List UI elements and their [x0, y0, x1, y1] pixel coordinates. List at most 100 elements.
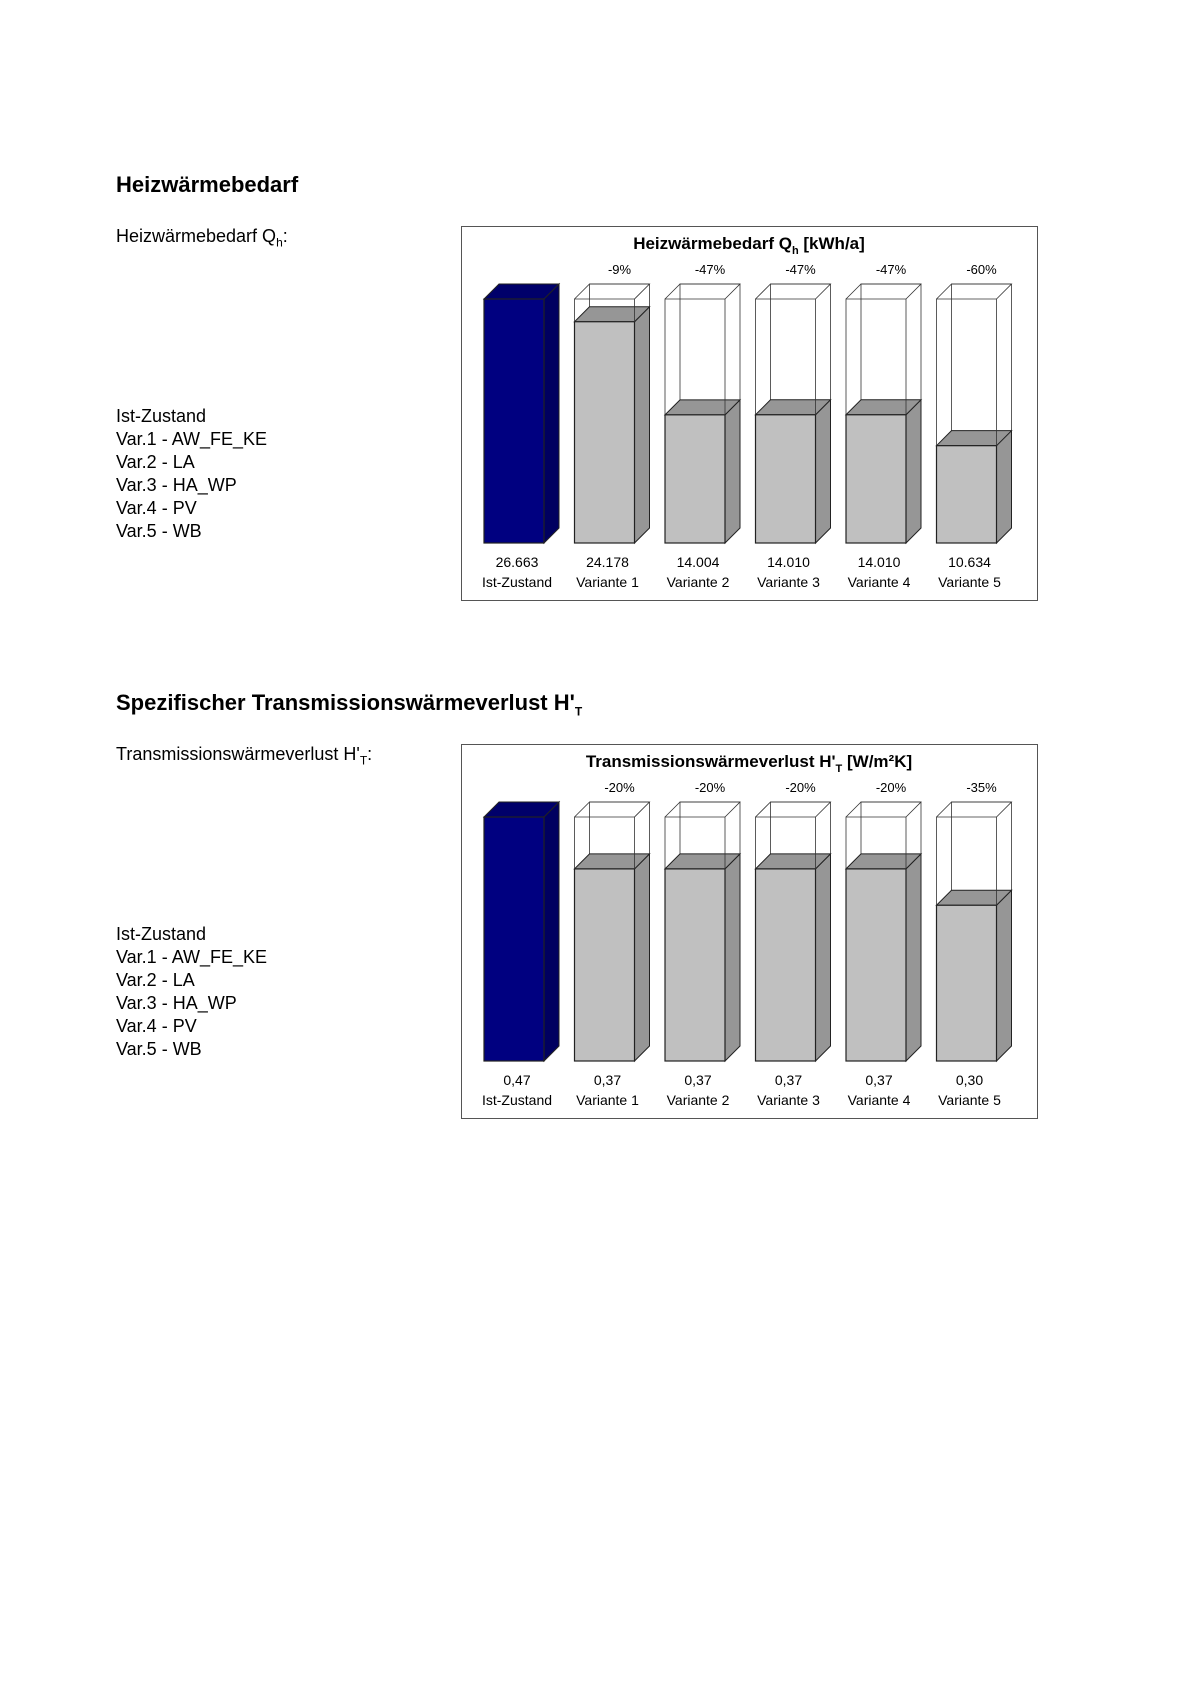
reference-outline [664, 816, 726, 869]
value-label: 0,30 [956, 1072, 983, 1088]
change-label: -35% [966, 780, 997, 795]
category-label: Variante 5 [938, 1092, 1001, 1108]
legend-item: Var.5 - WB [116, 1039, 202, 1059]
value-label: 0,37 [594, 1072, 621, 1088]
variant-legend-2: Ist-Zustand Var.1 - AW_FE_KE Var.2 - LA … [116, 923, 267, 1061]
section-heading-heizwaermebedarf: Heizwärmebedarf [116, 172, 299, 197]
legend-item: Var.3 - HA_WP [116, 475, 237, 495]
category-label: Variante 3 [757, 574, 820, 590]
bar-side [996, 889, 1012, 1063]
reference-outline [574, 298, 635, 322]
bar-side [996, 429, 1012, 545]
category-label: Variante 2 [667, 1092, 730, 1108]
reference-outline [755, 283, 832, 300]
category-label: Variante 5 [938, 574, 1001, 590]
change-label: -60% [966, 262, 997, 277]
chart-title: Heizwärmebedarf Qh [kWh/a] [633, 234, 865, 257]
bar-side [724, 398, 741, 545]
reference-outline [664, 801, 741, 818]
category-label: Variante 1 [576, 1092, 639, 1108]
change-label: -20% [876, 780, 907, 795]
bar-variante-2 [664, 414, 726, 544]
legend-item: Ist-Zustand [116, 406, 207, 426]
value-label: 0,37 [865, 1072, 892, 1088]
bar-side [634, 852, 650, 1063]
legend-item: Var.2 - LA [116, 970, 195, 990]
bar-variante-3 [754, 868, 817, 1062]
chart-transmission: Transmissionswärmeverlust H'T [W/m²K] 0,4… [461, 744, 1038, 1119]
bar-ist-zustand [483, 298, 545, 544]
bar-side [543, 800, 560, 1063]
variant-legend-1: Ist-Zustand Var.1 - AW_FE_KE Var.2 - LA … [116, 405, 267, 543]
reference-outline [936, 816, 997, 906]
reference-outline [755, 298, 816, 415]
category-label: Variante 1 [576, 574, 639, 590]
bar-variante-2 [664, 868, 726, 1062]
reference-outline [936, 298, 997, 446]
bar-side [634, 305, 650, 545]
bar-variante-3 [754, 414, 817, 544]
section-heading-transmission: Spezifischer Transmissionswärmeverlust H… [116, 690, 583, 719]
value-label: 26.663 [496, 554, 539, 570]
reference-outline [845, 298, 907, 415]
category-label: Ist-Zustand [482, 1092, 552, 1108]
change-label: -47% [695, 262, 726, 277]
chart-title: Transmissionswärmeverlust H'T [W/m²K] [586, 752, 912, 775]
value-label: 0,37 [684, 1072, 711, 1088]
category-label: Variante 4 [848, 574, 911, 590]
reference-outline [664, 283, 741, 300]
qh-label: Heizwärmebedarf Qh: [116, 226, 288, 250]
legend-item: Var.1 - AW_FE_KE [116, 429, 268, 449]
legend-item: Var.1 - AW_FE_KE [116, 947, 268, 967]
category-label: Variante 4 [848, 1092, 911, 1108]
bar-side [815, 398, 831, 545]
value-label: 24.178 [586, 554, 629, 570]
change-label: -47% [876, 262, 907, 277]
bar-variante-5 [935, 445, 998, 544]
bar-variante-5 [935, 904, 998, 1062]
reference-outline [574, 801, 651, 818]
bar-variante-4 [845, 868, 907, 1062]
legend-item: Var.4 - PV [116, 1016, 197, 1036]
bar-side [724, 852, 741, 1063]
change-label: -9% [608, 262, 632, 277]
change-label: -20% [785, 780, 816, 795]
ht-label: Transmissionswärmeverlust H'T: [116, 744, 373, 768]
chart-heizwaermebedarf: Heizwärmebedarf Qh [kWh/a] 26.663 Ist-Zust… [461, 226, 1038, 601]
value-label: 14.010 [767, 554, 810, 570]
bar-variante-1 [573, 868, 636, 1062]
change-label: -20% [695, 780, 726, 795]
legend-item: Ist-Zustand [116, 924, 207, 944]
legend-item: Var.5 - WB [116, 521, 202, 541]
legend-item: Var.3 - HA_WP [116, 993, 237, 1013]
bar-side [905, 852, 922, 1063]
change-label: -20% [604, 780, 635, 795]
reference-outline [936, 801, 1013, 818]
category-label: Variante 2 [667, 574, 730, 590]
reference-outline [845, 801, 922, 818]
reference-outline [845, 816, 907, 869]
value-label: 14.010 [858, 554, 901, 570]
bar-ist-zustand [483, 816, 545, 1062]
value-label: 10.634 [948, 554, 991, 570]
bar-side [905, 398, 922, 545]
legend-item: Var.2 - LA [116, 452, 195, 472]
bar-side [815, 852, 831, 1063]
reference-outline [664, 298, 726, 415]
bar-variante-4 [845, 414, 907, 544]
legend-item: Var.4 - PV [116, 498, 197, 518]
reference-outline [755, 816, 816, 869]
bar-variante-1 [573, 321, 636, 544]
category-label: Ist-Zustand [482, 574, 552, 590]
reference-outline [936, 283, 1013, 300]
reference-outline [845, 283, 922, 300]
reference-outline [574, 816, 635, 869]
category-label: Variante 3 [757, 1092, 820, 1108]
value-label: 0,37 [775, 1072, 802, 1088]
change-label: -47% [785, 262, 816, 277]
reference-outline [574, 283, 651, 300]
value-label: 0,47 [503, 1072, 530, 1088]
reference-outline [755, 801, 832, 818]
value-label: 14.004 [677, 554, 720, 570]
bar-side [543, 282, 560, 545]
